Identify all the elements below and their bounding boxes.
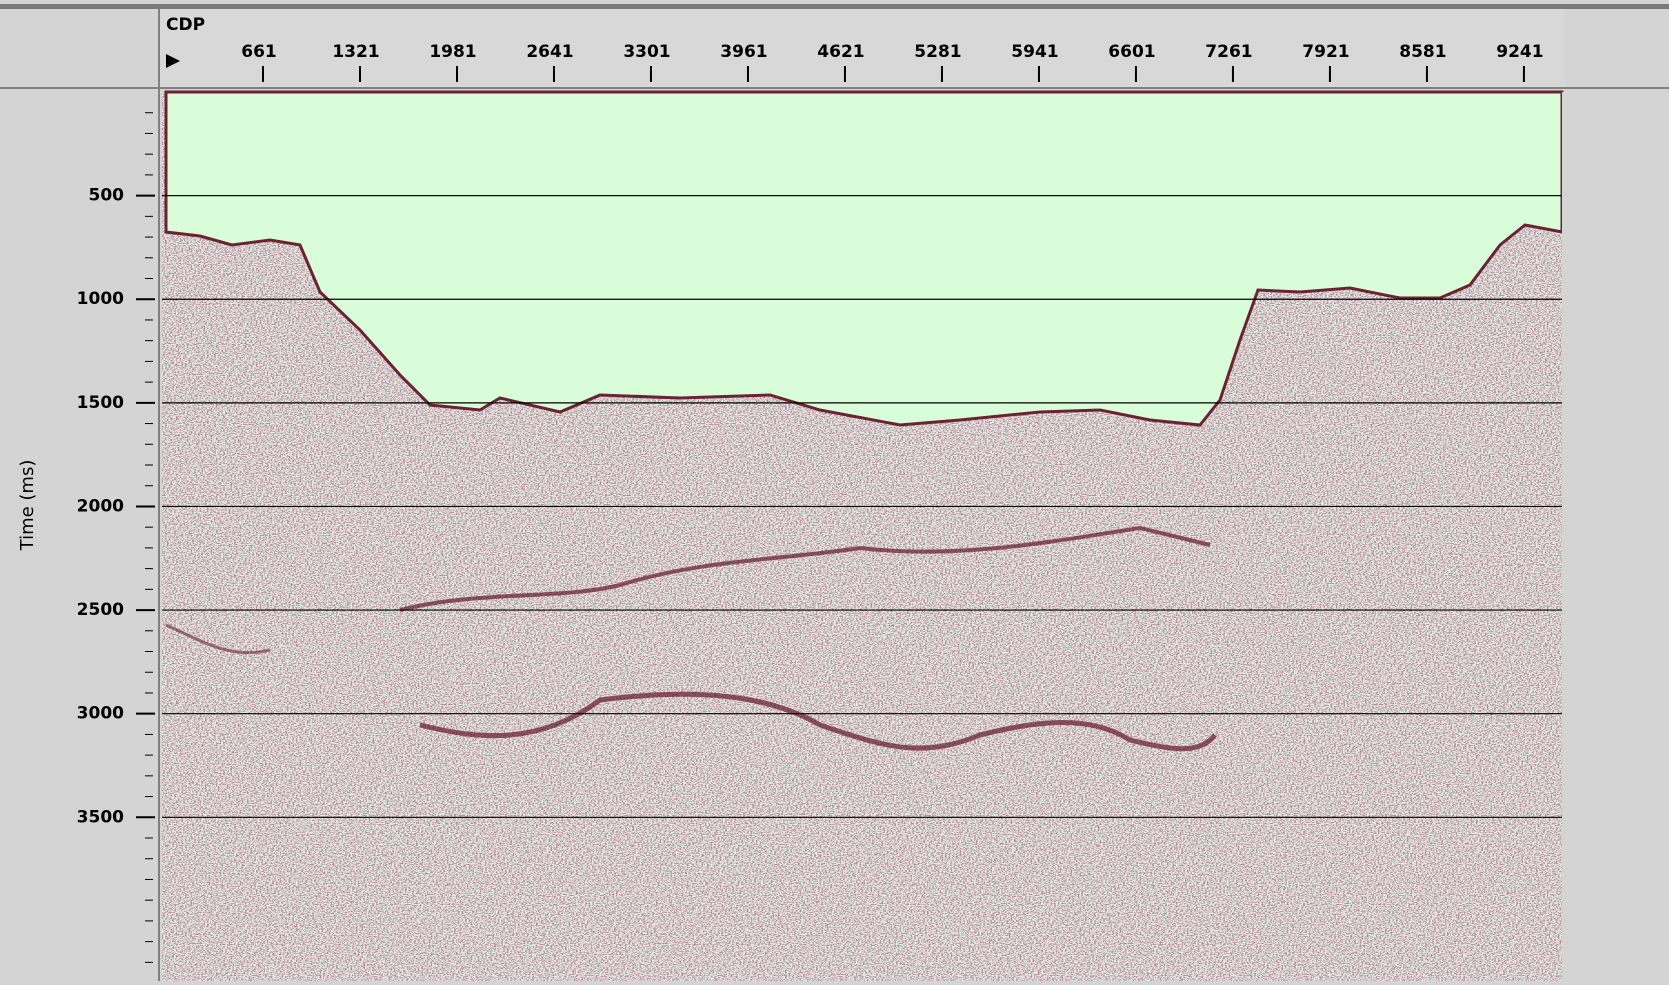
- x-tick-label: 8581: [1399, 42, 1446, 62]
- side-panel: [1562, 92, 1669, 981]
- y-tick-label: 3500: [77, 807, 124, 827]
- page: {"chart_data": {"type": "seismic", "xlab…: [0, 0, 1669, 981]
- seismic-viewer: CDP Time (ms) 661 1321 1981 2641 3301 3961 462…: [0, 0, 1669, 981]
- y-tick-label: 500: [89, 186, 125, 206]
- x-tick-label: 3301: [623, 42, 670, 62]
- x-tick-label: 4621: [817, 42, 864, 62]
- x-tick-label: 2641: [526, 42, 573, 62]
- x-tick-label: 6601: [1108, 42, 1155, 62]
- x-tick-label: 5281: [914, 42, 961, 62]
- y-tick-label: 1500: [77, 393, 124, 413]
- body: CDP Time (ms) 661 1321 1981 2641 3301 3961 462…: [0, 0, 1669, 981]
- y-tick-label: 1000: [77, 289, 124, 309]
- x-tick-label: 7261: [1205, 42, 1252, 62]
- x-tick-label: 3961: [720, 42, 767, 62]
- x-tick-label: 5941: [1011, 42, 1058, 62]
- x-tick-label: 1321: [332, 42, 379, 62]
- x-tick-label: 9241: [1496, 42, 1543, 62]
- y-axis-label: Time (ms): [17, 460, 38, 552]
- y-tick-label: 2000: [77, 496, 124, 516]
- x-axis-label: CDP: [166, 15, 205, 35]
- x-tick-label: 7921: [1302, 42, 1349, 62]
- y-tick-label: 3000: [77, 704, 124, 724]
- x-tick-label: 661: [241, 42, 277, 62]
- y-tick-label: 2500: [77, 600, 124, 620]
- top-border: [0, 4, 1669, 9]
- x-tick-label: 1981: [429, 42, 476, 62]
